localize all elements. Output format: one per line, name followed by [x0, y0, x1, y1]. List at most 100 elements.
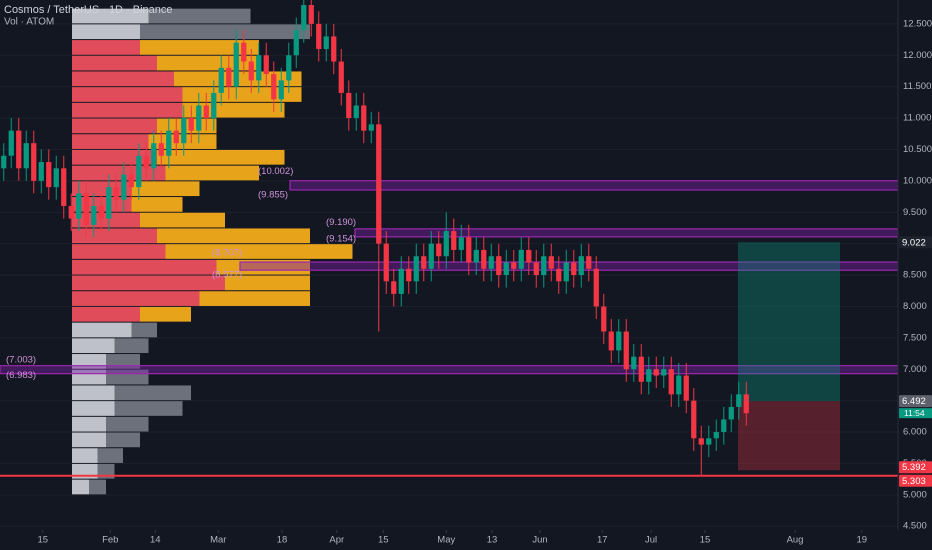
candle-body — [698, 438, 704, 445]
candle-body — [121, 174, 127, 200]
candle-body — [691, 400, 697, 439]
profile-down — [157, 228, 310, 244]
zone-label: (8.577) — [212, 270, 242, 281]
candle-body — [683, 375, 689, 401]
candle-body — [391, 281, 397, 294]
candle-body — [451, 231, 457, 250]
candle-body — [406, 268, 412, 282]
profile-down — [140, 40, 259, 55]
candle-body — [638, 356, 644, 382]
candle-body — [233, 42, 239, 87]
profile-down — [89, 479, 106, 495]
profile-down — [114, 338, 149, 354]
profile-down — [114, 385, 191, 401]
candle-body — [616, 331, 622, 351]
profile-down — [199, 291, 310, 306]
candle-body — [143, 155, 149, 169]
profile-down — [106, 416, 149, 432]
candle-body — [563, 262, 569, 282]
candle-body — [83, 193, 89, 225]
profile-down — [165, 244, 353, 259]
x-tick-label: Feb — [102, 535, 118, 546]
profile-up — [72, 479, 89, 495]
candle-body — [556, 268, 562, 282]
candle-body — [458, 237, 464, 250]
candle-body — [548, 256, 554, 269]
profile-up — [72, 385, 115, 401]
profile-down — [157, 149, 285, 165]
candle-body — [203, 105, 209, 119]
profile-up — [72, 322, 132, 338]
x-tick-label: Apr — [329, 535, 344, 546]
profile-up — [72, 401, 115, 416]
countdown-tag — [899, 408, 932, 419]
profile-up — [72, 244, 166, 259]
candle-body — [443, 231, 449, 257]
profile-up — [72, 228, 157, 244]
profile-up — [72, 71, 174, 87]
profile-down — [140, 24, 310, 40]
profile-up — [72, 134, 149, 149]
profile-up — [72, 354, 106, 369]
candle-body — [113, 187, 119, 200]
candle-body — [601, 306, 607, 332]
candle-body — [541, 256, 547, 276]
x-tick-label: 17 — [597, 535, 608, 546]
profile-down — [106, 354, 140, 369]
candle-body — [728, 406, 734, 420]
y-tick-label: 7.000 — [903, 364, 927, 375]
profile-up — [72, 87, 183, 102]
subtitle: Vol · ATOM — [4, 17, 54, 28]
candle-body — [481, 249, 487, 269]
y-tick-label: 11.000 — [903, 113, 931, 124]
price-tag — [899, 474, 932, 487]
price-tag — [899, 461, 932, 474]
candle-body — [571, 262, 577, 276]
candle-body — [196, 105, 202, 131]
candle-body — [16, 130, 22, 169]
y-tick-label: 4.500 — [903, 521, 927, 532]
candle-body — [361, 105, 367, 131]
price-tag-label: 5.392 — [902, 462, 926, 473]
y-tick-label: 12.500 — [903, 18, 932, 29]
profile-down — [140, 212, 225, 228]
x-tick-label: 13 — [487, 535, 498, 546]
zone-label: (7.003) — [6, 355, 36, 366]
candle-body — [721, 419, 727, 433]
candle-body — [473, 249, 479, 263]
profile-up — [72, 40, 140, 55]
zone-label: (6.983) — [6, 370, 36, 381]
profile-up — [72, 338, 115, 354]
profile-up — [72, 149, 157, 165]
price-tag — [899, 395, 932, 408]
candle-body — [428, 243, 434, 269]
candle-body — [226, 67, 232, 87]
y-tick-label: 7.500 — [903, 332, 927, 343]
candle-body — [286, 55, 292, 81]
candle-body — [38, 162, 44, 181]
candle-body — [91, 205, 97, 225]
candle-body — [646, 369, 652, 382]
x-tick-label: 15 — [37, 535, 48, 546]
candle-body — [23, 143, 29, 169]
candle-body — [53, 168, 59, 188]
profile-up — [72, 291, 200, 306]
profile-down — [114, 401, 183, 416]
candle-body — [353, 105, 359, 119]
profile-down — [157, 118, 217, 134]
candle-body — [503, 262, 509, 276]
candle-body — [466, 237, 472, 263]
profile-up — [72, 8, 149, 24]
price-tag-label: 5.303 — [902, 476, 926, 487]
candle-body — [346, 92, 352, 119]
profile-up — [72, 55, 157, 71]
candle-body — [263, 55, 269, 75]
x-tick-label: 14 — [150, 535, 161, 546]
y-tick-label: 8.500 — [903, 270, 927, 281]
x-tick-label: 15 — [378, 535, 389, 546]
candle-body — [136, 155, 142, 188]
candle-body — [241, 42, 247, 62]
stop-zone — [738, 401, 840, 471]
candle-body — [211, 92, 217, 119]
candle-body — [496, 256, 502, 276]
